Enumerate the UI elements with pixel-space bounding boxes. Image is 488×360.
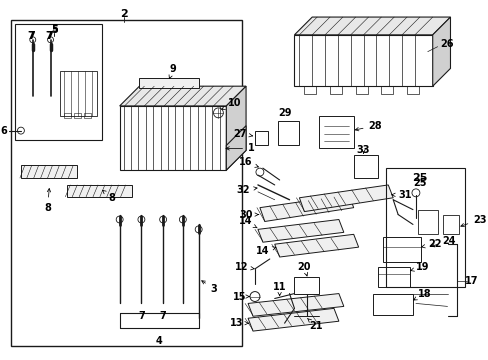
Text: 8: 8 bbox=[44, 189, 51, 213]
Polygon shape bbox=[247, 309, 338, 331]
Bar bbox=[406, 86, 418, 94]
Text: 22: 22 bbox=[421, 239, 440, 249]
Text: 26: 26 bbox=[440, 39, 453, 49]
Text: 7: 7 bbox=[27, 31, 34, 41]
Text: 9: 9 bbox=[169, 64, 176, 78]
Text: 7: 7 bbox=[46, 31, 53, 41]
Polygon shape bbox=[226, 86, 245, 170]
Text: 5: 5 bbox=[51, 25, 58, 35]
Polygon shape bbox=[247, 293, 343, 316]
Bar bbox=[378, 267, 409, 287]
Bar bbox=[304, 86, 316, 94]
Polygon shape bbox=[274, 234, 358, 257]
Bar bbox=[386, 168, 465, 287]
Bar bbox=[329, 86, 341, 94]
Bar bbox=[15, 24, 102, 140]
Text: 2: 2 bbox=[120, 9, 127, 19]
Text: 7: 7 bbox=[45, 31, 52, 41]
Polygon shape bbox=[299, 185, 392, 212]
Bar bbox=[294, 35, 432, 86]
Polygon shape bbox=[294, 17, 449, 35]
Polygon shape bbox=[139, 78, 198, 88]
Polygon shape bbox=[21, 165, 77, 178]
Text: 7: 7 bbox=[138, 311, 144, 321]
Text: 32: 32 bbox=[236, 185, 257, 195]
Text: 12: 12 bbox=[234, 262, 254, 272]
Text: 8: 8 bbox=[102, 190, 115, 203]
Text: 7: 7 bbox=[28, 31, 35, 41]
Text: 16: 16 bbox=[238, 157, 258, 167]
Text: 25: 25 bbox=[412, 178, 426, 188]
Text: 6: 6 bbox=[0, 126, 7, 136]
Text: 24: 24 bbox=[430, 236, 455, 247]
Bar bbox=[64, 113, 71, 118]
Text: 29: 29 bbox=[277, 108, 291, 118]
Bar bbox=[355, 86, 367, 94]
Bar bbox=[11, 20, 242, 346]
Text: 20: 20 bbox=[297, 262, 310, 276]
Text: 17: 17 bbox=[465, 276, 478, 286]
Text: 18: 18 bbox=[413, 289, 430, 300]
Bar bbox=[84, 113, 91, 118]
Text: 21: 21 bbox=[307, 318, 322, 331]
Text: 5: 5 bbox=[51, 24, 58, 34]
Polygon shape bbox=[259, 195, 353, 221]
Bar bbox=[120, 106, 226, 170]
Text: 10: 10 bbox=[221, 98, 241, 109]
Text: 25: 25 bbox=[411, 173, 427, 183]
Bar bbox=[381, 86, 392, 94]
Text: 14: 14 bbox=[256, 246, 275, 256]
Bar bbox=[383, 237, 420, 262]
Text: 4: 4 bbox=[156, 336, 162, 346]
Text: 3: 3 bbox=[202, 281, 217, 294]
Text: 1: 1 bbox=[225, 143, 254, 153]
Polygon shape bbox=[120, 86, 245, 106]
Bar bbox=[373, 293, 412, 315]
Text: 14: 14 bbox=[238, 216, 257, 228]
Text: 11: 11 bbox=[272, 282, 286, 296]
Polygon shape bbox=[432, 17, 449, 86]
Text: 28: 28 bbox=[355, 121, 381, 131]
Polygon shape bbox=[257, 220, 343, 242]
Text: 7: 7 bbox=[160, 311, 166, 321]
Polygon shape bbox=[67, 185, 131, 197]
Text: 27: 27 bbox=[233, 129, 252, 139]
Text: 30: 30 bbox=[239, 210, 258, 220]
Text: 33: 33 bbox=[356, 145, 369, 156]
Text: 19: 19 bbox=[409, 262, 428, 272]
Text: 13: 13 bbox=[229, 318, 248, 328]
Bar bbox=[74, 113, 81, 118]
Text: 23: 23 bbox=[460, 215, 486, 227]
Polygon shape bbox=[226, 126, 245, 170]
Text: 31: 31 bbox=[391, 190, 411, 200]
Text: 15: 15 bbox=[232, 292, 249, 302]
